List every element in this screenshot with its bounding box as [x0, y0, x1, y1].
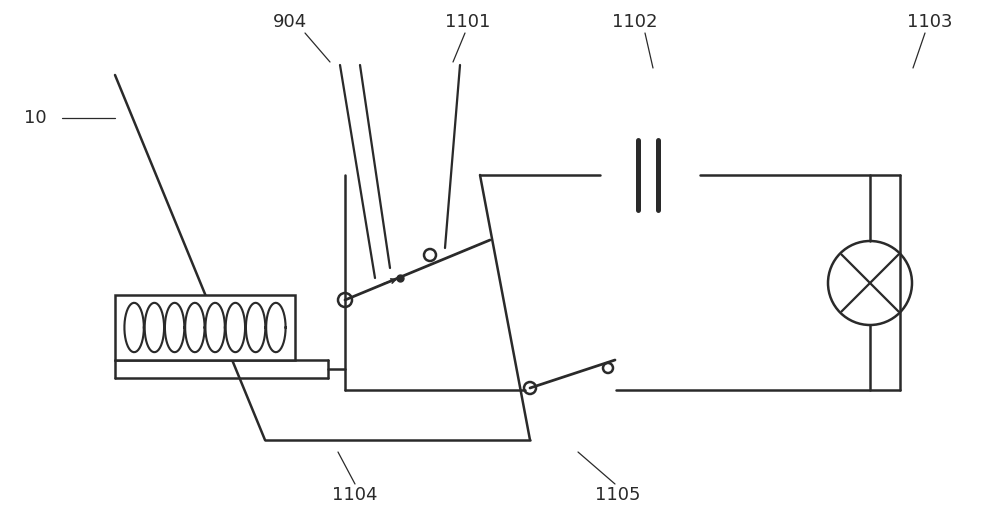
Text: 904: 904	[273, 13, 307, 31]
Text: 1104: 1104	[332, 486, 378, 504]
Text: 1103: 1103	[907, 13, 953, 31]
Text: 1102: 1102	[612, 13, 658, 31]
Bar	[115, 295, 295, 360]
Text: 1105: 1105	[595, 486, 641, 504]
Text: 1101: 1101	[445, 13, 491, 31]
Text: 10: 10	[24, 109, 46, 127]
